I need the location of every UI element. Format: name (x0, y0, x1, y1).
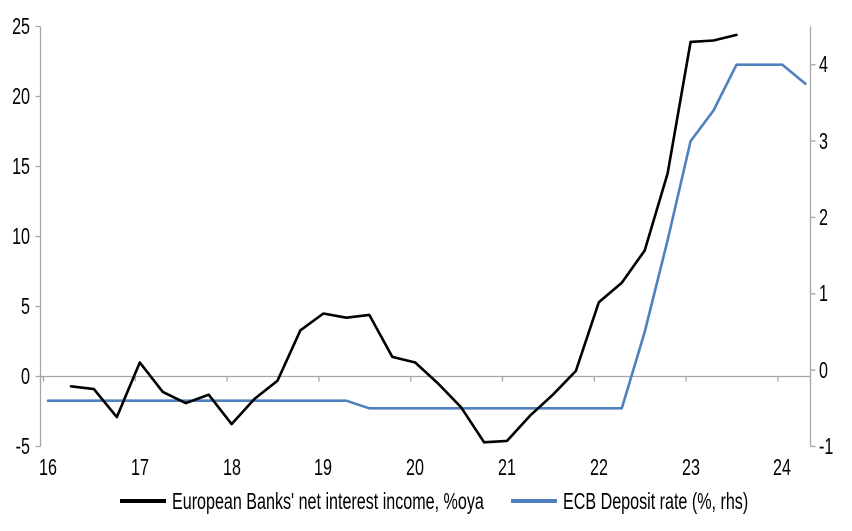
legend-item-nii: European Banks' net interest income, %oy… (120, 487, 617, 514)
series-line-ecb (46, 63, 807, 410)
legend-line-sample-blue (511, 499, 557, 503)
legend-label-nii: European Banks' net interest income, %oy… (172, 487, 484, 514)
legend-line-sample-black (120, 499, 166, 503)
series-line-nii (69, 33, 738, 444)
legend-label-ecb: ECB Deposit rate (%, rhs) (563, 487, 749, 514)
legend-item-ecb: ECB Deposit rate (%, rhs) (511, 487, 828, 514)
